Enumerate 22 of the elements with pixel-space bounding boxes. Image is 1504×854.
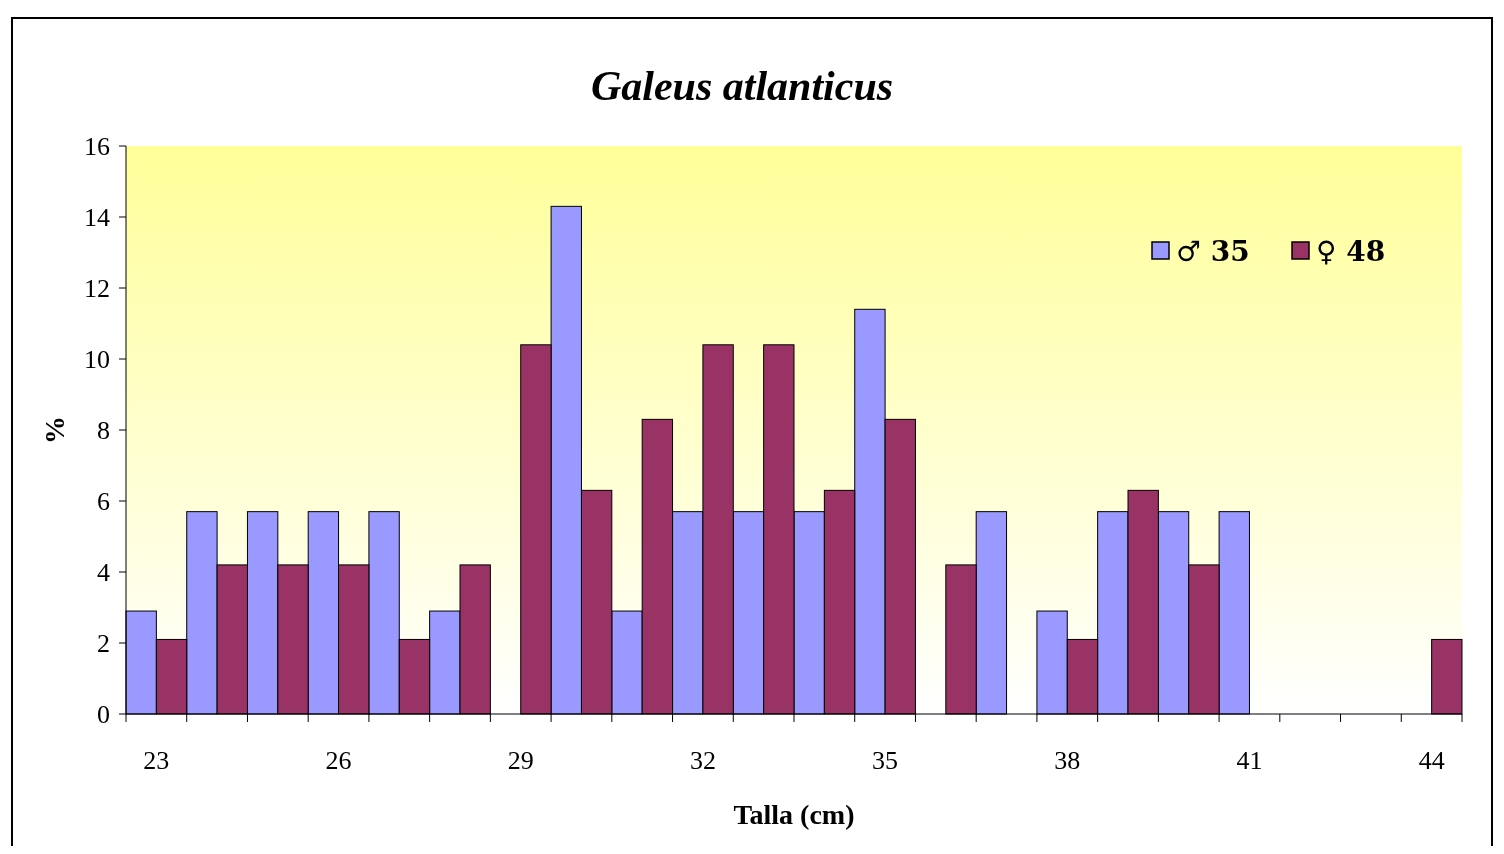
x-tick-label: 32 [689, 746, 716, 775]
y-tick-label: 0 [97, 700, 110, 730]
y-tick-label: 6 [97, 487, 110, 517]
x-tick-label: 44 [1418, 746, 1445, 775]
x-tick-label: 38 [1054, 746, 1081, 775]
y-tick-label: 12 [84, 274, 110, 304]
x-tick-label: 41 [1236, 746, 1263, 775]
y-tick-label: 2 [97, 629, 110, 659]
y-tick-label: 14 [84, 203, 110, 233]
legend-label: ♂ 35 [1176, 234, 1250, 268]
y-tick-label: 8 [97, 416, 110, 446]
legend-label: ♀ 48 [1316, 234, 1386, 268]
y-axis-title: % [39, 416, 70, 444]
x-tick-label: 26 [325, 746, 352, 775]
y-tick-label: 4 [97, 558, 110, 588]
x-axis-title: Talla (cm) [733, 799, 855, 830]
chart-title: Galeus atlanticus [590, 63, 894, 109]
y-tick-label: 10 [84, 345, 110, 375]
x-tick-label: 35 [872, 746, 899, 775]
y-tick-label: 16 [84, 132, 110, 162]
x-tick-label: 29 [507, 746, 534, 775]
x-tick-label: 23 [143, 746, 170, 775]
